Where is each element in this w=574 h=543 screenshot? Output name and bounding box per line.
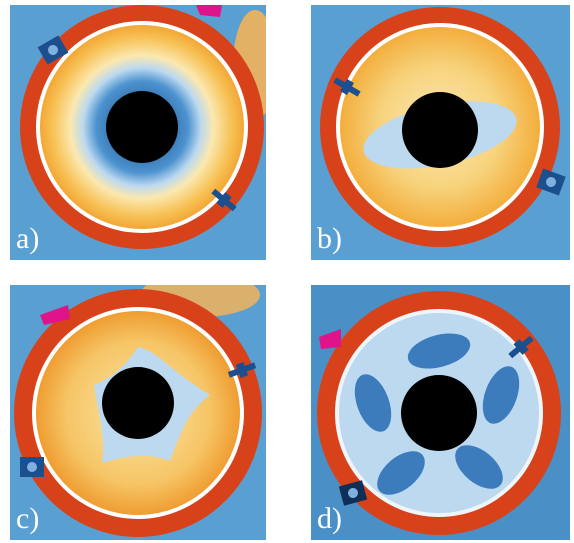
core	[402, 92, 478, 168]
vortex-arms	[354, 333, 520, 495]
panel-d-image	[311, 285, 570, 540]
probe-icon	[37, 35, 69, 65]
core	[102, 367, 174, 439]
panel-b: b)	[311, 5, 570, 260]
panel-c-image	[10, 285, 266, 540]
marker	[196, 5, 222, 17]
probe-icon	[338, 480, 368, 506]
panel-label-b: b)	[317, 222, 342, 255]
panel-b-image	[311, 5, 570, 260]
panel-a-image	[10, 5, 266, 260]
panel-label-a: a)	[16, 222, 40, 255]
panel-label-d: d)	[317, 502, 342, 535]
marker	[40, 305, 70, 325]
panel-a: a)	[10, 5, 266, 260]
core	[401, 375, 477, 451]
panel-c: c)	[10, 285, 266, 540]
sensor-icon	[227, 362, 257, 378]
panel-d: d)	[311, 285, 570, 540]
core	[106, 91, 178, 163]
panel-label-c: c)	[16, 502, 40, 535]
marker	[319, 329, 341, 349]
probe-icon	[20, 457, 44, 477]
sensor-icon	[333, 77, 361, 97]
probe-icon	[536, 168, 566, 196]
sensor-icon	[508, 335, 534, 359]
sensor-icon	[211, 188, 237, 212]
